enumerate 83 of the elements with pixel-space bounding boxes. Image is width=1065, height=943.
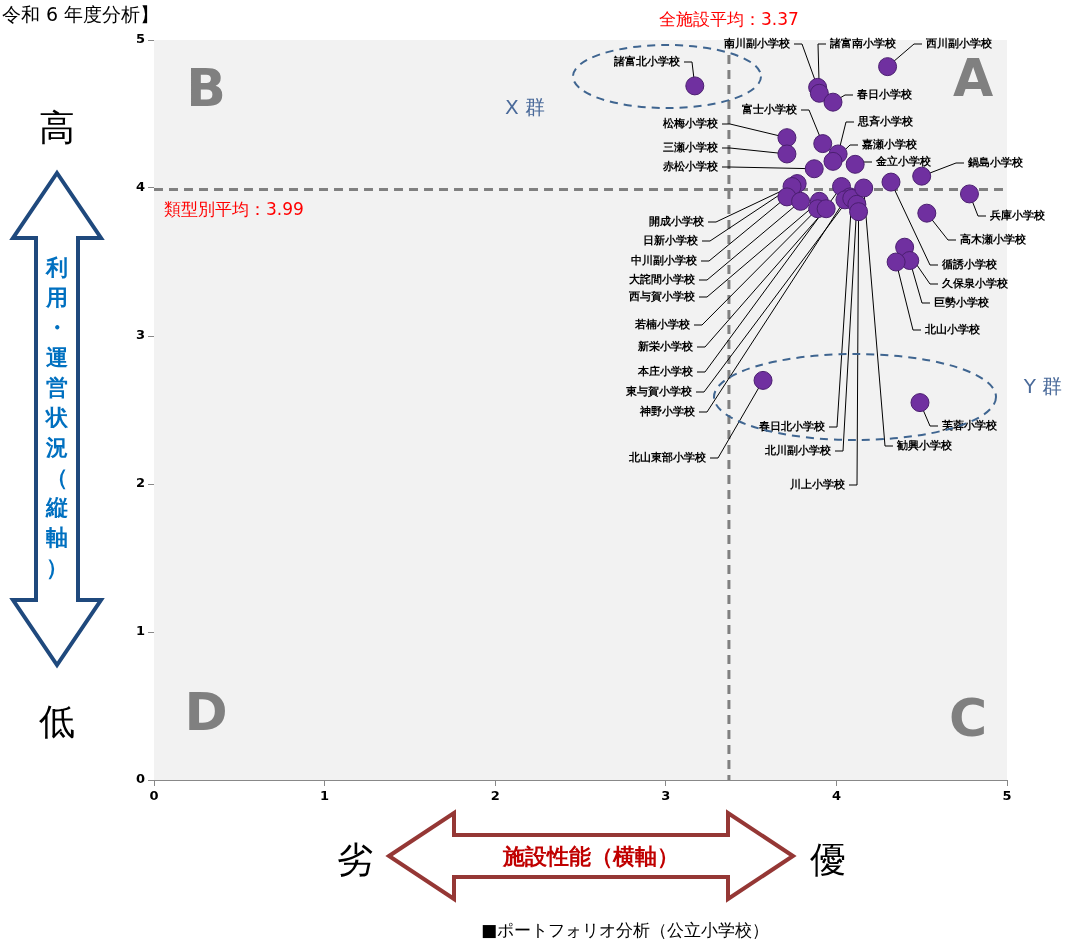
- x-tick-label: 2: [490, 788, 500, 804]
- annotation: 思斉小学校: [857, 114, 914, 128]
- point: [959, 184, 979, 204]
- annotation: 新栄小学校: [637, 339, 694, 353]
- annotation: 鍋島小学校: [967, 155, 1024, 169]
- x-tick-label: 1: [320, 788, 330, 804]
- annotation: 久保泉小学校: [941, 276, 1009, 290]
- point: [910, 393, 930, 413]
- annotation: D: [184, 682, 228, 742]
- point: [791, 191, 811, 211]
- point: [753, 370, 773, 390]
- annotation: 中川副小学校: [631, 253, 698, 267]
- annotation: 勧興小学校: [896, 438, 953, 452]
- point: [777, 144, 797, 164]
- point: [777, 128, 797, 148]
- x-axis-title: 施設性能（横軸）: [503, 843, 679, 871]
- annotation: 松梅小学校: [662, 116, 719, 130]
- annotation: 北山小学校: [924, 322, 981, 336]
- point: [804, 159, 824, 179]
- annotation: 三瀬小学校: [663, 140, 719, 154]
- annotation: 南川副小学校: [723, 36, 791, 50]
- annotation: 諸富南小学校: [829, 36, 897, 50]
- x-tick-label: 3: [661, 788, 671, 804]
- y-tick-label: 5: [135, 31, 145, 47]
- y-tick-label: 3: [135, 327, 145, 343]
- point: [816, 199, 836, 219]
- point: [878, 57, 898, 77]
- annotation: B: [186, 58, 226, 118]
- chart-title: 令和 6 年度分析】: [2, 2, 160, 27]
- annotation: 東与賀小学校: [625, 384, 693, 398]
- x-tick-label: 0: [149, 788, 159, 804]
- point: [823, 92, 843, 112]
- point: [813, 134, 833, 154]
- x-tick-label: 5: [1002, 788, 1012, 804]
- annotation: 赤松小学校: [662, 159, 719, 173]
- point: [685, 76, 705, 96]
- point: [912, 166, 932, 186]
- point: [881, 172, 901, 192]
- annotation: C: [948, 688, 988, 748]
- ref-line-label: 全施設平均：3.37: [658, 9, 799, 30]
- point: [917, 203, 937, 223]
- annotation: 開成小学校: [649, 214, 705, 228]
- point: [809, 83, 829, 103]
- y-tick-label: 2: [135, 475, 145, 491]
- text: 優: [810, 837, 846, 882]
- text: 低: [39, 699, 75, 744]
- text: ■ポートフォリオ分析（公立小学校）: [480, 918, 770, 942]
- annotation: 巨勢小学校: [934, 295, 990, 309]
- y-tick-label: 4: [135, 179, 145, 195]
- point: [849, 202, 869, 222]
- annotation: 本庄小学校: [637, 364, 694, 378]
- annotation: 北川副小学校: [764, 443, 832, 457]
- y-tick-label: 1: [135, 623, 145, 639]
- annotation: 若楠小学校: [634, 317, 691, 331]
- ref-line-label: 類型別平均：3.99: [164, 198, 304, 219]
- annotation: 西川副小学校: [925, 36, 993, 50]
- annotation: 大詫間小学校: [629, 272, 696, 286]
- point: [854, 178, 874, 198]
- annotation: 金立小学校: [875, 154, 932, 168]
- point: [845, 154, 865, 174]
- annotation: 北山東部小学校: [628, 450, 707, 464]
- annotation: 富士小学校: [742, 102, 798, 116]
- annotation: 循誘小学校: [941, 257, 998, 271]
- annotation: 諸富北小学校: [613, 54, 681, 68]
- annotation: 西与賀小学校: [628, 289, 696, 303]
- annotation: A: [952, 48, 994, 108]
- text: Y 群: [1023, 372, 1063, 400]
- annotation: 神野小学校: [639, 404, 696, 418]
- text: 高: [39, 105, 75, 150]
- annotation: 春日小学校: [856, 87, 913, 101]
- annotation: 嘉瀬小学校: [862, 137, 918, 151]
- annotation: 川上小学校: [789, 477, 846, 491]
- point: [886, 252, 906, 272]
- x-tick-label: 4: [831, 788, 841, 804]
- annotation: 春日北小学校: [758, 419, 826, 433]
- y-tick-label: 0: [135, 771, 145, 787]
- annotation: 日新小学校: [643, 233, 699, 247]
- annotation: 高木瀬小学校: [960, 232, 1027, 246]
- text: 利用・運営状況（縦軸）: [46, 255, 68, 580]
- text: 劣: [337, 837, 373, 882]
- point: [823, 151, 843, 171]
- annotation: X 群: [504, 93, 546, 121]
- annotation: 兵庫小学校: [989, 208, 1046, 222]
